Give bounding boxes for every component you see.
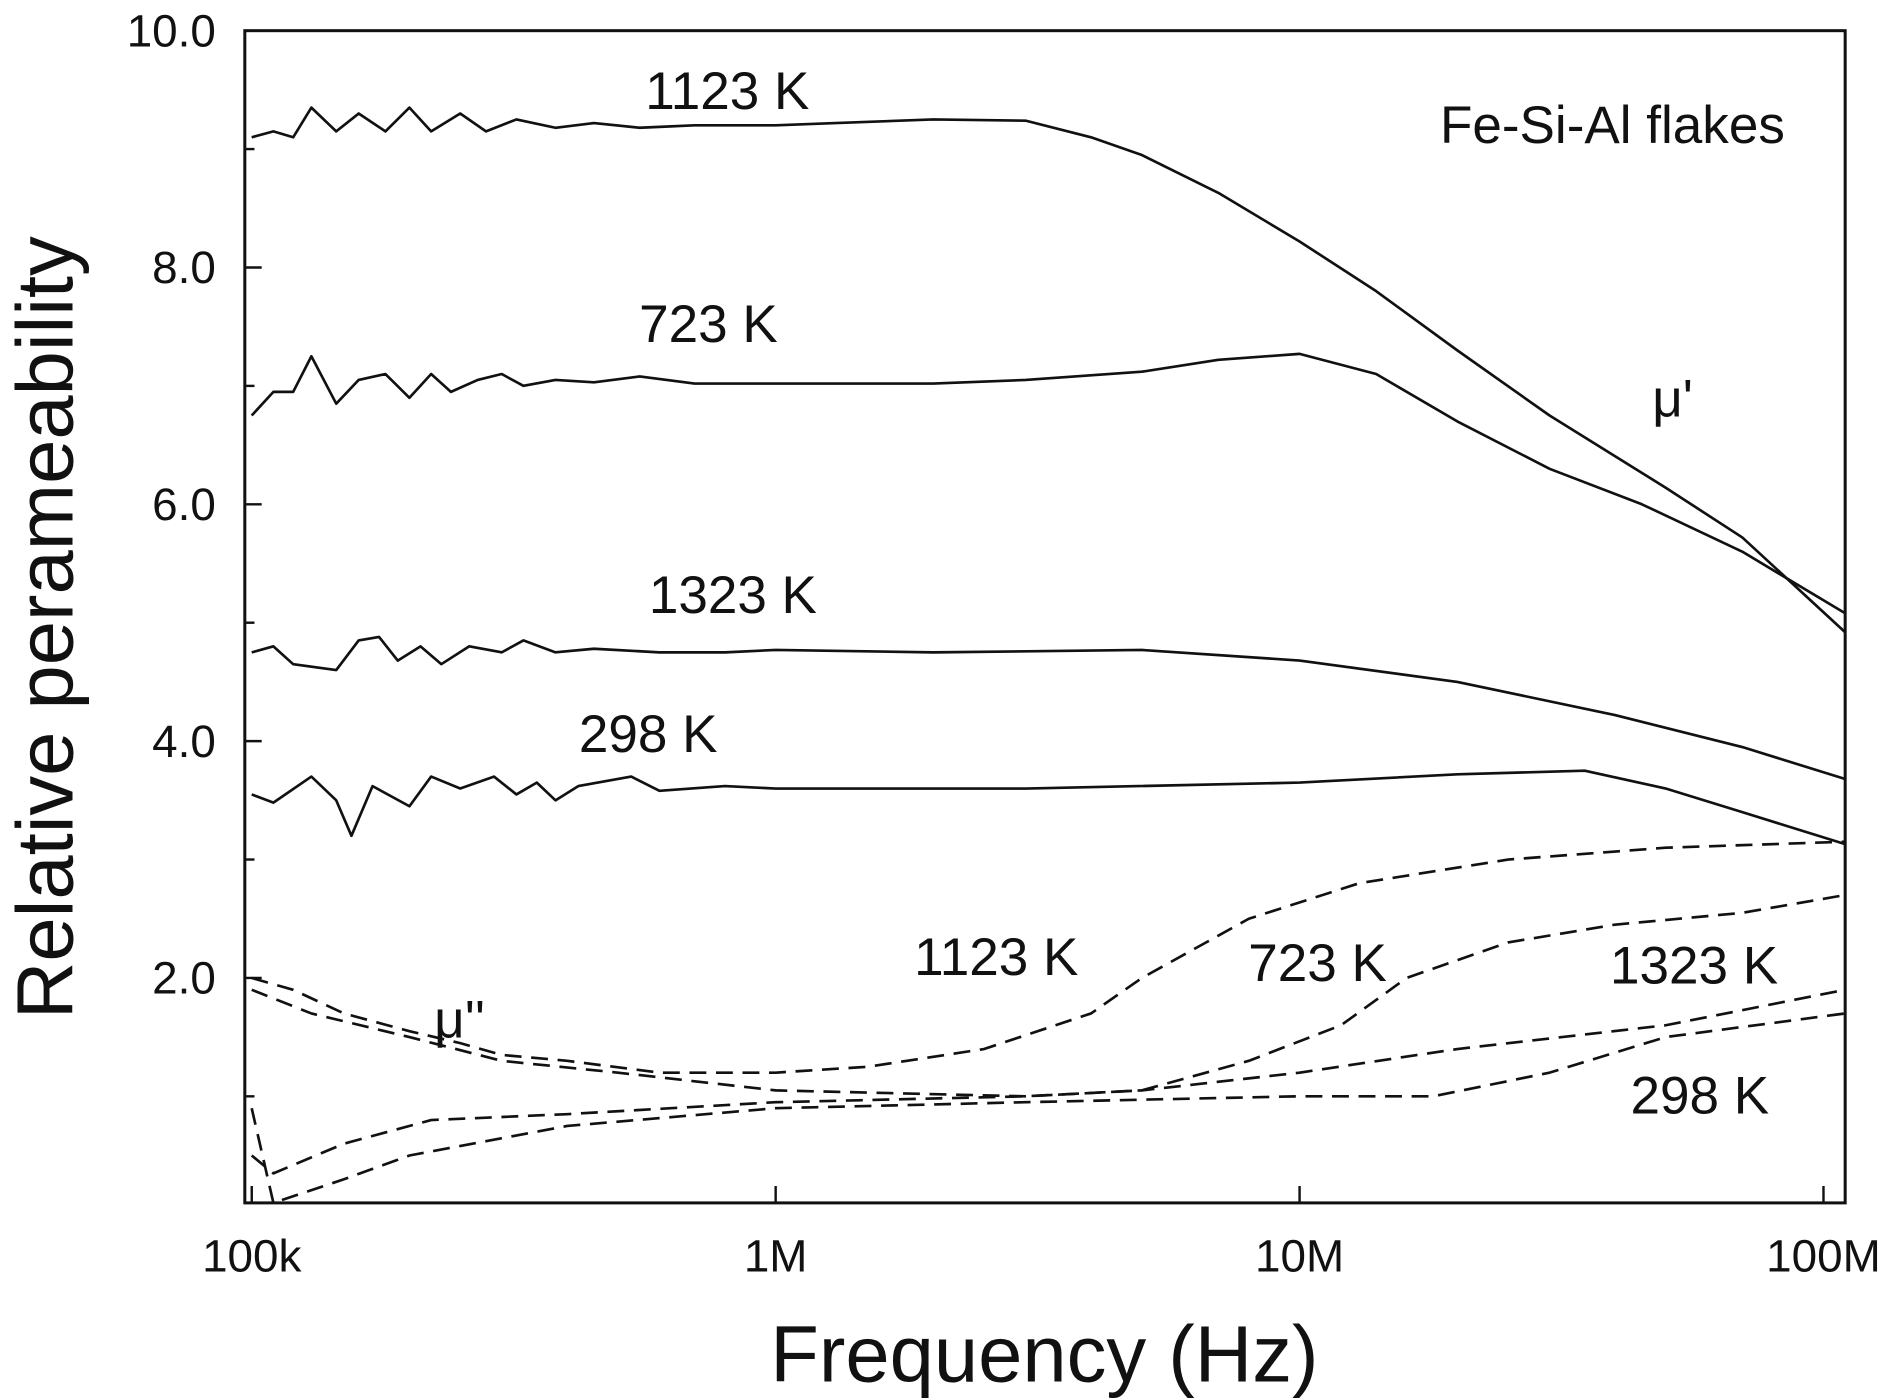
y-axis-label: Relative perameability — [0, 236, 89, 1019]
label-real-1323K: 1323 K — [649, 566, 817, 625]
series-real-723K — [250, 352, 1846, 615]
series-imag-723K — [251, 893, 1846, 1098]
series-real-1323K — [251, 635, 1846, 781]
series-imag-298K — [250, 1012, 1846, 1205]
chart-annotation-title: Fe-Si-Al flakes — [1440, 96, 1785, 155]
label-real-1123K: 1123 K — [645, 62, 809, 121]
x-tick-label: 100M — [1766, 1231, 1881, 1282]
y-tick-label: 8.0 — [152, 242, 216, 293]
label-imag-part: μ'' — [434, 991, 485, 1050]
y-tick-label: 10.0 — [127, 5, 216, 56]
y-tick-label: 6.0 — [152, 479, 216, 530]
series-real-298K — [251, 769, 1846, 846]
x-tick-label: 100k — [202, 1231, 301, 1282]
label-imag-1323K: 1323 K — [1610, 936, 1778, 995]
series-imag-1323K — [250, 988, 1846, 1175]
label-imag-298K: 298 K — [1631, 1067, 1770, 1126]
y-tick-label: 2.0 — [152, 953, 216, 1004]
x-tick-label: 1M — [744, 1231, 808, 1282]
label-real-723K: 723 K — [639, 295, 778, 354]
plot-frame — [243, 29, 1847, 1205]
label-imag-723K: 723 K — [1248, 934, 1387, 993]
y-tick-label: 4.0 — [152, 716, 216, 767]
series-real-1123K — [251, 106, 1847, 634]
label-real-part: μ' — [1652, 370, 1693, 429]
x-tick-label: 10M — [1255, 1231, 1344, 1282]
label-imag-1123K: 1123 K — [914, 928, 1078, 987]
x-axis-label: Frequency (Hz) — [770, 1309, 1318, 1398]
label-real-298K: 298 K — [579, 705, 718, 764]
